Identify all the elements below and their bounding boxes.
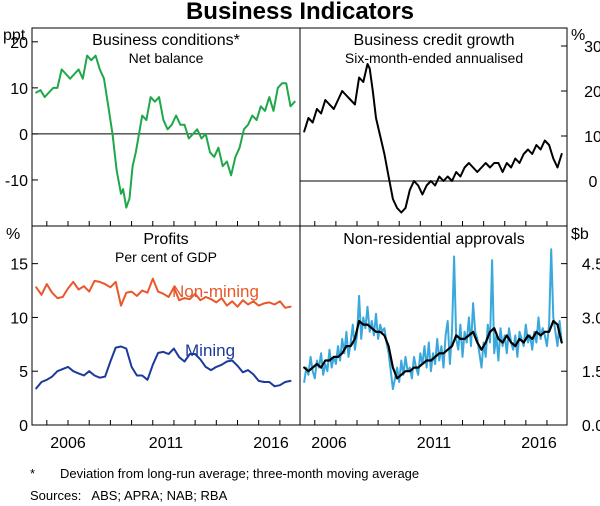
y-tick-label: 0 <box>19 127 28 144</box>
y-tick-label: 10 <box>10 81 28 98</box>
x-tick-label: 2016 <box>521 435 557 452</box>
y-tick-label: 20 <box>584 84 600 101</box>
y-tick-label: 3.0 <box>582 310 600 327</box>
y-tick-label: 0.0 <box>582 418 600 435</box>
approvals-unit-label: $b <box>571 226 589 243</box>
approvals-series-trend <box>303 319 563 380</box>
conditions-series-business-conditions <box>35 54 296 209</box>
profits-title: Profits <box>143 231 188 248</box>
footnote-text: Deviation from long-run average; three-m… <box>60 466 419 481</box>
y-tick-label: 5 <box>19 364 28 381</box>
y-tick-label: 20 <box>10 35 28 52</box>
y-tick-label: 10 <box>584 129 600 146</box>
x-tick-label: 2011 <box>417 435 452 452</box>
y-tick-label: 30 <box>584 39 600 56</box>
y-tick-label: 1.5 <box>582 364 600 381</box>
conditions-subtitle: Net balance <box>129 50 204 66</box>
x-tick-label: 2016 <box>253 435 289 452</box>
y-tick-label: 15 <box>10 257 28 274</box>
y-tick-label: 10 <box>10 310 28 327</box>
y-tick-label: -10 <box>5 173 28 190</box>
approvals-series-monthly <box>303 248 563 391</box>
y-tick-label: 0 <box>589 174 598 191</box>
chart-title: Business Indicators <box>186 0 414 25</box>
mining-series-label: Mining <box>185 341 235 360</box>
chart-marks: 20 10 0 -10 30 20 10 0 15 10 5 0 4.5 3.0 1.5 0.0 <box>5 35 600 435</box>
credit-series-business-credit-growth <box>303 63 563 214</box>
sources-text: Sources: ABS; APRA; NAB; RBA <box>30 488 228 503</box>
profits-subtitle: Per cent of GDP <box>115 249 217 265</box>
y-tick-label: 0 <box>19 418 28 435</box>
profits-series-mining <box>35 345 292 390</box>
x-tick-label: 2011 <box>149 435 184 452</box>
approvals-title: Non-residential approvals <box>343 231 524 248</box>
footnote-marker: * <box>30 466 35 481</box>
x-tick-label: 2006 <box>311 435 347 452</box>
x-tick-label: 2006 <box>50 435 86 452</box>
credit-unit-label: % <box>571 27 585 44</box>
y-tick-label: 4.5 <box>582 257 600 274</box>
profits-series-non-mining <box>35 277 292 309</box>
profits-unit-label: % <box>6 226 20 243</box>
conditions-unit-label: ppt <box>3 27 26 44</box>
credit-title: Business credit growth <box>354 32 515 49</box>
credit-subtitle: Six-month-ended annualised <box>345 50 523 66</box>
conditions-title: Business conditions* <box>92 32 240 49</box>
